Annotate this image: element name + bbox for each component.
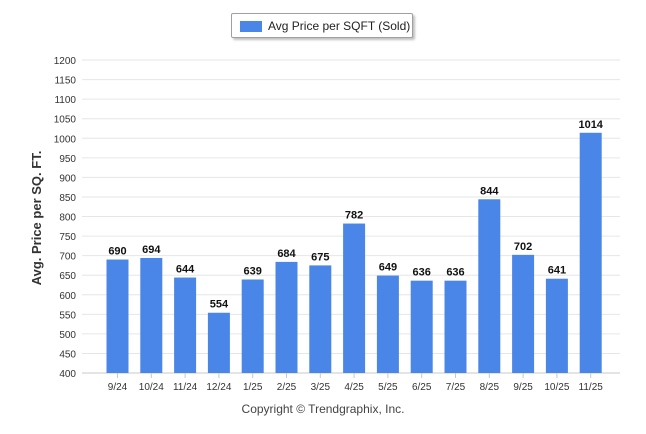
- bar[interactable]: [545, 278, 568, 373]
- x-tick-label: 2/25: [277, 382, 297, 393]
- x-tick-label: 9/24: [108, 382, 128, 393]
- data-label: 694: [142, 244, 161, 256]
- bar[interactable]: [241, 279, 264, 373]
- x-tick-label: 10/24: [139, 382, 164, 393]
- y-tick-label: 1200: [54, 56, 77, 67]
- bar[interactable]: [376, 275, 399, 373]
- x-tick-label: 4/25: [344, 382, 364, 393]
- data-label: 684: [277, 248, 296, 260]
- y-tick-label: 1000: [54, 134, 77, 145]
- x-tick-label: 6/25: [412, 382, 432, 393]
- x-tick-label: 7/25: [446, 382, 466, 393]
- y-tick-label: 700: [59, 252, 76, 263]
- y-tick-label: 850: [59, 193, 76, 204]
- x-tick-label: 10/25: [544, 382, 569, 393]
- y-tick-label: 1050: [54, 115, 77, 126]
- y-tick-label: 900: [59, 173, 76, 184]
- data-label: 702: [514, 241, 532, 253]
- bar[interactable]: [478, 199, 501, 373]
- y-axis-label: Avg. Price per SQ. FT.: [29, 151, 44, 286]
- x-axis-ticks: 9/24 10/24 11/24 12/24 1/25 2/25 3/25 4/25 5/25 6…: [108, 373, 604, 393]
- bar[interactable]: [343, 223, 366, 373]
- legend-swatch: [240, 21, 262, 32]
- y-tick-label: 600: [59, 291, 76, 302]
- bar[interactable]: [140, 257, 163, 373]
- bar[interactable]: [174, 277, 197, 373]
- y-tick-label: 1100: [54, 95, 76, 106]
- y-tick-label: 650: [59, 271, 76, 282]
- bars: [106, 132, 602, 373]
- data-label: 844: [480, 185, 499, 197]
- data-label: 644: [176, 264, 195, 276]
- bar[interactable]: [410, 280, 433, 373]
- x-tick-label: 8/25: [480, 382, 500, 393]
- legend[interactable]: Avg Price per SQFT (Sold): [231, 13, 413, 38]
- x-tick-label: 1/25: [243, 382, 263, 393]
- data-label: 1014: [578, 119, 603, 131]
- x-tick-label: 5/25: [378, 382, 398, 393]
- data-label: 639: [244, 265, 262, 277]
- data-label: 636: [446, 267, 464, 279]
- data-label: 782: [345, 210, 363, 222]
- data-label: 554: [210, 299, 229, 311]
- data-labels: 690 694 644 554 639 684 675 782 649 636 636 844 702 6…: [108, 119, 603, 311]
- bar[interactable]: [579, 132, 602, 373]
- data-label: 675: [311, 251, 329, 263]
- legend-label: Avg Price per SQFT (Sold): [268, 19, 411, 33]
- x-tick-label: 12/24: [206, 382, 231, 393]
- bar[interactable]: [512, 254, 535, 373]
- y-tick-label: 750: [59, 232, 76, 243]
- data-label: 636: [413, 267, 431, 279]
- data-label: 641: [548, 265, 566, 277]
- x-tick-label: 11/24: [173, 382, 198, 393]
- x-tick-label: 3/25: [311, 382, 331, 393]
- copyright-text: Copyright © Trendgraphix, Inc.: [241, 402, 405, 416]
- y-tick-label: 500: [59, 330, 76, 341]
- data-label: 690: [108, 246, 126, 258]
- x-tick-label: 11/25: [579, 382, 604, 393]
- y-tick-label: 1150: [54, 76, 76, 87]
- bar[interactable]: [275, 261, 298, 373]
- bar[interactable]: [106, 259, 129, 373]
- y-axis-ticks: 400 450 500 550 600 650 700 750 800 850 900 950 1000…: [54, 56, 77, 380]
- bar[interactable]: [309, 265, 332, 373]
- bar[interactable]: [207, 312, 230, 373]
- y-tick-label: 950: [59, 154, 76, 165]
- y-tick-label: 450: [59, 349, 76, 360]
- bar[interactable]: [444, 280, 467, 373]
- y-tick-label: 550: [59, 310, 76, 321]
- x-tick-label: 9/25: [513, 382, 533, 393]
- y-tick-label: 400: [59, 369, 76, 380]
- y-tick-label: 800: [59, 213, 76, 224]
- data-label: 649: [379, 262, 397, 274]
